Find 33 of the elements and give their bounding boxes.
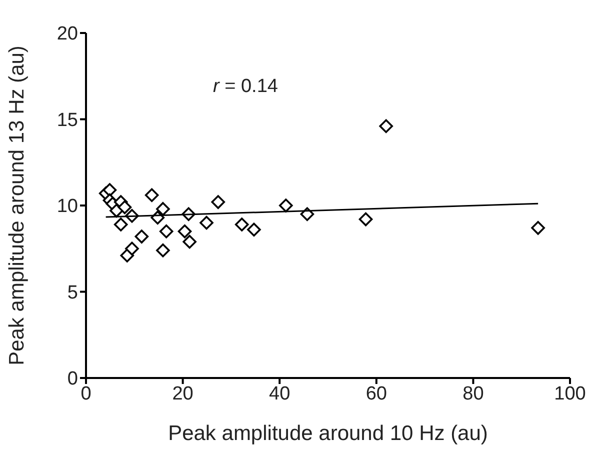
x-tick-label: 20 xyxy=(172,383,194,404)
y-axis-title: Peak amplitude around 13 Hz (au) xyxy=(5,46,28,366)
point xyxy=(118,200,132,214)
point xyxy=(531,221,545,235)
point xyxy=(125,242,139,256)
point xyxy=(178,224,192,238)
point xyxy=(156,202,170,216)
y-tick-label: 0 xyxy=(67,368,78,390)
y-tick-label: 15 xyxy=(56,110,78,131)
point xyxy=(134,230,149,244)
point xyxy=(102,183,117,197)
point xyxy=(358,212,373,226)
point xyxy=(278,198,293,212)
point xyxy=(200,216,214,230)
x-tick-label: 80 xyxy=(462,383,484,404)
x-tick-label: 60 xyxy=(366,383,387,404)
y-tick-label: 20 xyxy=(56,24,78,45)
point xyxy=(144,188,159,202)
point xyxy=(247,222,261,237)
y-tick-label: 10 xyxy=(56,196,78,218)
x-tick-label: 100 xyxy=(554,383,586,404)
point xyxy=(114,218,128,232)
x-tick-label: 0 xyxy=(80,383,92,404)
point xyxy=(234,218,249,232)
point xyxy=(379,119,393,134)
point xyxy=(182,234,196,249)
point xyxy=(211,195,226,209)
point xyxy=(159,224,174,238)
point xyxy=(156,243,170,258)
x-axis-title: Peak amplitude around 10 Hz (au) xyxy=(168,422,488,445)
x-tick-label: 40 xyxy=(269,383,290,404)
annotation: r = 0.14 xyxy=(213,76,278,98)
y-tick-label: 5 xyxy=(67,282,78,304)
